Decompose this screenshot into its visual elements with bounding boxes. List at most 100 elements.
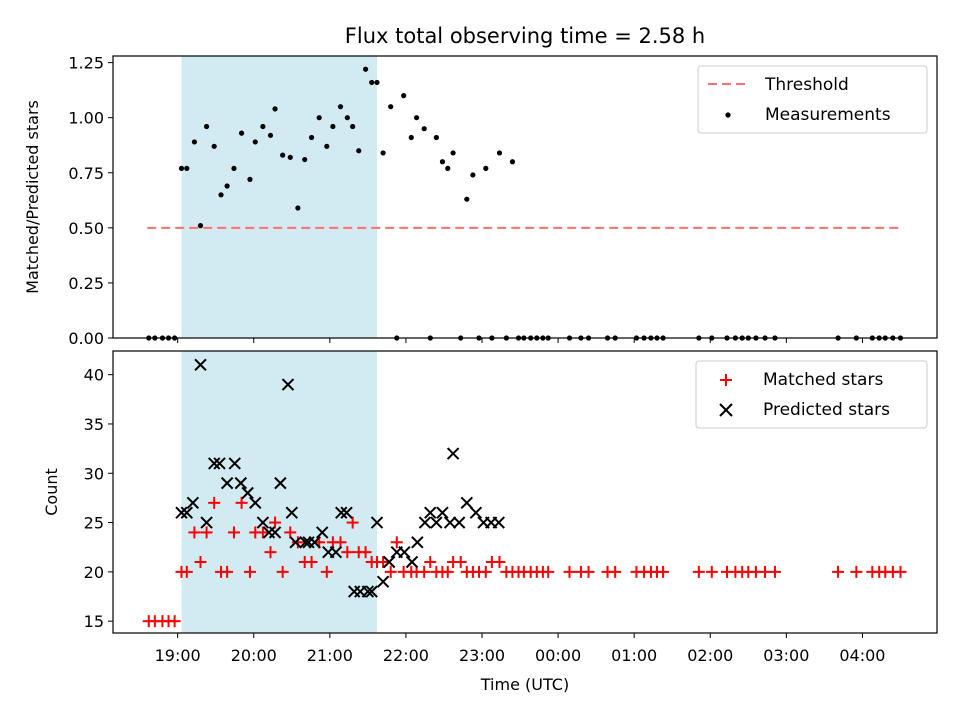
predicted-star-point [398, 545, 411, 559]
predicted-star-point [256, 516, 270, 529]
matched-star-point [194, 556, 207, 569]
measurement-point [401, 93, 407, 99]
predicted-star-point [274, 476, 287, 490]
matched-star-point [305, 556, 318, 569]
measurement-point [470, 172, 476, 178]
chart-title: Flux total observing time = 2.58 h [345, 24, 705, 48]
predicted-star-point [340, 506, 353, 519]
predicted-star-point [308, 536, 321, 549]
matched-star-point [168, 615, 181, 628]
predicted-star-point [361, 585, 375, 598]
matched-star-point [768, 565, 781, 578]
top-highlight-span [181, 56, 378, 338]
legend-measurements-swatch [725, 112, 731, 118]
predicted-star-point [268, 526, 282, 539]
bottom-ytick-label: 30 [84, 464, 104, 483]
matched-star-point [256, 526, 269, 539]
matched-star-point [243, 565, 256, 578]
predicted-star-point [446, 447, 460, 460]
predicted-star-point [241, 486, 254, 500]
predicted-star-point [228, 457, 241, 470]
measurement-point [191, 139, 198, 145]
matched-star-point [390, 536, 403, 549]
measurement-point [211, 143, 217, 149]
top-ytick-label: 0.00 [68, 329, 104, 348]
bottom-xtick-label: 00:00 [535, 646, 581, 665]
top-panel: 0.00 0.25 0.50 0.75 1.00 1.25 Matched/Predict… [23, 54, 938, 348]
predicted-star-point [443, 516, 457, 529]
measurement-point [224, 183, 230, 189]
predicted-star-point [365, 585, 378, 598]
matched-star-point [291, 536, 304, 549]
top-ytick-label: 0.25 [68, 274, 104, 293]
measurement-point [295, 205, 301, 211]
predicted-star-point [200, 516, 213, 529]
measurement-point [260, 123, 266, 130]
predicted-star-point [234, 476, 248, 490]
top-ytick-label: 0.50 [68, 219, 104, 238]
legend-predicted-label: Predicted stars [763, 400, 890, 420]
predicted-star-point [335, 506, 348, 519]
measurement-point [280, 152, 286, 158]
matched-star-point [276, 565, 289, 578]
measurement-point [267, 132, 274, 138]
predicted-star-point [430, 516, 443, 529]
bottom-ytick-label: 20 [84, 563, 104, 582]
predicted-star-point [281, 378, 295, 391]
measurement-point [308, 134, 315, 141]
measurement-point [231, 165, 237, 171]
top-legend-box [697, 65, 928, 134]
top-ytick-label: 1.25 [68, 54, 104, 73]
measurement-point [380, 150, 386, 156]
predicted-star-point [411, 536, 424, 549]
predicted-star-point [175, 506, 188, 519]
measurement-point [252, 139, 258, 145]
measurement-point [316, 115, 322, 121]
measurement-point [324, 143, 330, 149]
bottom-xtick-label: 20:00 [231, 646, 277, 665]
bottom-panel: 15 20 25 30 35 40 19:00 20:00 21:00 22:00 23:00 00… [42, 350, 938, 694]
bottom-plot-frame [112, 350, 938, 634]
matched-star-point [832, 565, 845, 578]
predicted-star-point [370, 516, 384, 529]
predicted-star-point [220, 476, 234, 490]
measurement-point [408, 134, 414, 141]
bottom-highlight-span [181, 351, 378, 633]
bottom-xtick-label: 01:00 [611, 646, 657, 665]
measurement-point [344, 115, 350, 121]
bottom-xtick-label: 21:00 [307, 646, 353, 665]
matched-star-point [200, 526, 213, 539]
bottom-ytick-label: 35 [84, 415, 104, 434]
predicted-star-point [376, 575, 390, 588]
matched-star-point [609, 565, 622, 578]
measurement-point [439, 159, 446, 165]
measurement-point [272, 106, 278, 112]
matched-star-point [850, 565, 863, 578]
bottom-legend-box [695, 360, 928, 429]
matched-star-point [235, 496, 248, 509]
measurement-point [247, 176, 253, 182]
top-y-axis-label: Matched/Predicted stars [23, 100, 42, 294]
measurement-point [450, 150, 456, 156]
predicted-star-point [285, 506, 299, 519]
matched-star-point [180, 565, 193, 578]
matched-star-point [582, 565, 595, 578]
matched-star-point [479, 565, 492, 578]
predicted-star-point [329, 545, 343, 559]
matched-star-point [377, 556, 390, 569]
matched-star-point [441, 565, 454, 578]
matched-star-point [542, 565, 555, 578]
predicted-star-point [289, 536, 302, 549]
predicted-star-point [492, 516, 505, 529]
legend-matched-swatch [720, 374, 732, 386]
matched-star-point [359, 546, 372, 559]
x-axis-label: Time (UTC) [480, 675, 569, 694]
top-legend: Threshold Measurements [697, 65, 928, 134]
measurement-point [433, 134, 439, 141]
measurement-point [302, 156, 308, 163]
matched-star-point [384, 565, 397, 578]
predicted-star-point [452, 516, 466, 529]
measurement-point [197, 223, 204, 229]
measurement-point [238, 130, 245, 136]
